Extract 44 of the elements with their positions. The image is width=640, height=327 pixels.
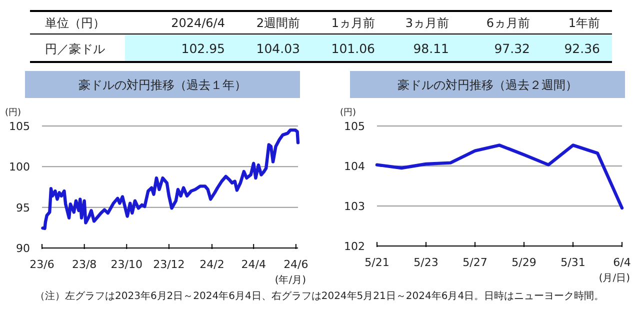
text: 円／豪ドル	[45, 42, 105, 56]
x-tick-label: 5/23	[414, 256, 438, 269]
x-tick-label: 6/4	[613, 256, 631, 269]
x-axis-title: (月/日)	[598, 273, 630, 284]
y-tick-label: 102	[344, 240, 365, 253]
category-label: 2024/6/4	[171, 16, 225, 30]
x-tick-label: 23/8	[72, 258, 97, 271]
x-tick-label: 24/4	[241, 258, 266, 271]
x-tick-label: 23/6	[30, 258, 54, 271]
category-label: 1年前	[568, 16, 600, 30]
x-axis-title: (年/月)	[274, 274, 306, 286]
chart-title: 豪ドルの対円推移（過去２週間）	[398, 78, 578, 92]
text: （注）左グラフは2023年6月2日～2024年6月4日、右グラフは2024年5月21日～2024年6月4日。日時はニューヨーク時間。	[35, 290, 604, 302]
x-tick-label: 5/21	[364, 256, 390, 269]
y-tick-label: 103	[344, 200, 365, 213]
x-tick-label: 5/27	[462, 256, 488, 269]
data-label: 98.11	[413, 41, 449, 56]
data-label: 102.95	[181, 41, 225, 56]
data-label: 97.32	[494, 41, 530, 56]
category-label: 1ヵ月前	[331, 16, 375, 30]
data-label: 92.36	[564, 41, 600, 56]
category-label: 3ヵ月前	[405, 16, 449, 30]
y-axis-title: (円)	[340, 108, 356, 118]
y-tick-label: 100	[9, 160, 30, 174]
y-tick-label: 105	[344, 120, 365, 133]
x-tick-label: 5/31	[560, 256, 586, 269]
x-tick-label: 24/2	[200, 258, 224, 271]
text: 単位（円）	[45, 16, 105, 30]
data-label: 101.06	[331, 41, 376, 56]
y-tick-label: 104	[344, 160, 365, 173]
y-axis-title: (円)	[5, 108, 22, 118]
x-tick-label: 24/6	[284, 258, 308, 271]
x-tick-label: 23/12	[153, 258, 185, 271]
line-series	[41, 128, 300, 230]
y-tick-label: 95	[16, 201, 30, 214]
x-tick-label: 5/29	[512, 256, 536, 269]
category-label: 2週間前	[256, 16, 300, 30]
y-tick-label: 105	[9, 120, 30, 133]
line-series	[375, 144, 624, 210]
data-label: 104.03	[256, 41, 300, 56]
chart-title: 豪ドルの対円推移（過去１年）	[78, 78, 246, 92]
category-label: 6ヵ月前	[486, 16, 530, 30]
y-tick-label: 90	[16, 242, 30, 255]
x-tick-label: 23/10	[110, 258, 142, 271]
